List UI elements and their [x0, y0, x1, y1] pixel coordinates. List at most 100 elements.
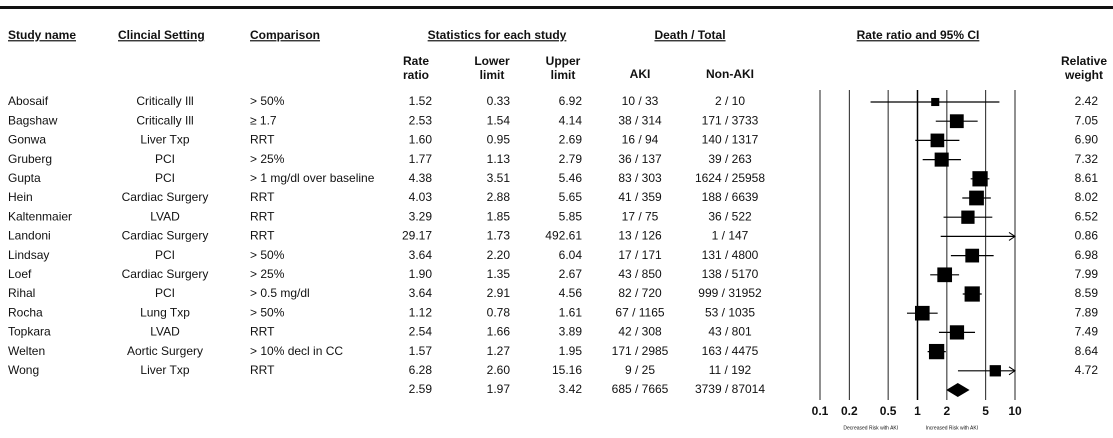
- upper-limit: 4.56: [559, 286, 583, 300]
- rate-ratio: 1.77: [409, 152, 433, 166]
- rate-ratio: 1.12: [409, 305, 433, 319]
- header-stats: Statistics for each study: [428, 28, 567, 42]
- comparison: RRT: [250, 363, 275, 377]
- non-aki: 43 / 801: [708, 325, 752, 339]
- setting: PCI: [155, 171, 175, 185]
- non-aki: 1624 / 25958: [695, 171, 765, 185]
- upper-limit: 4.14: [559, 113, 583, 127]
- non-aki: 140 / 1317: [702, 133, 759, 147]
- rate-ratio: 3.64: [409, 286, 433, 300]
- header-death: Death / Total: [654, 28, 725, 42]
- upper-limit: 2.79: [559, 152, 583, 166]
- aki: 36 / 137: [618, 152, 662, 166]
- setting: PCI: [155, 248, 175, 262]
- non-aki: 163 / 4475: [702, 344, 759, 358]
- lower-limit: 3.51: [487, 171, 511, 185]
- rate-ratio: 1.57: [409, 344, 433, 358]
- footnote: Decreased Risk with AKI: [843, 425, 898, 431]
- study-name: Hein: [8, 190, 33, 204]
- aki: 67 / 1165: [615, 305, 664, 319]
- upper-limit: 3.89: [559, 325, 583, 339]
- comparison: RRT: [250, 229, 275, 243]
- aki: 171 / 2985: [612, 344, 669, 358]
- aki: 13 / 126: [618, 229, 662, 243]
- study-name: Bagshaw: [8, 113, 58, 127]
- study-name: Lindsay: [8, 248, 49, 262]
- x-tick-label: 0.5: [880, 404, 897, 418]
- aki: 17 / 75: [622, 209, 659, 223]
- header-rate: Rate ratio: [403, 54, 429, 82]
- lower-limit: 1.27: [487, 344, 511, 358]
- aki: 685 / 7665: [612, 382, 669, 396]
- upper-limit: 2.67: [559, 267, 583, 281]
- aki: 16 / 94: [622, 133, 659, 147]
- header-non-aki: Non-AKI: [706, 67, 754, 81]
- comparison: RRT: [250, 209, 275, 223]
- upper-limit: 5.85: [559, 209, 583, 223]
- setting: Lung Txp: [140, 305, 190, 319]
- lower-limit: 2.20: [487, 248, 511, 262]
- non-aki: 171 / 3733: [702, 113, 759, 127]
- upper-limit: 6.92: [559, 94, 583, 108]
- weight: 7.32: [1075, 152, 1099, 166]
- weight: 6.90: [1075, 133, 1099, 147]
- upper-limit: 5.46: [559, 171, 583, 185]
- rate-ratio: 29.17: [402, 229, 432, 243]
- study-name: Gonwa: [8, 133, 46, 147]
- footnote: Increased Risk with AKI: [926, 425, 979, 431]
- upper-limit: 1.61: [559, 305, 583, 319]
- ci-arrow: [1008, 366, 1016, 376]
- point-estimate: [969, 190, 984, 206]
- weight: 4.72: [1075, 363, 1099, 377]
- comparison: > 0.5 mg/dl: [250, 286, 310, 300]
- comparison: ≥ 1.7: [250, 113, 277, 127]
- weight: 7.05: [1075, 113, 1099, 127]
- lower-limit: 0.33: [487, 94, 511, 108]
- point-estimate: [961, 210, 975, 224]
- study-name: Landoni: [8, 229, 51, 243]
- aki: 41 / 359: [618, 190, 662, 204]
- setting: Cardiac Surgery: [122, 229, 209, 243]
- non-aki: 39 / 263: [708, 152, 752, 166]
- lower-limit: 1.66: [487, 325, 511, 339]
- x-tick-label: 5: [982, 404, 989, 418]
- point-estimate: [949, 114, 964, 129]
- weight: 6.52: [1075, 209, 1099, 223]
- aki: 82 / 720: [618, 286, 662, 300]
- weight: 0.86: [1075, 229, 1099, 243]
- header-plot: Rate ratio and 95% CI: [857, 28, 980, 42]
- study-name: Rocha: [8, 305, 43, 319]
- header-study: Study name: [8, 28, 76, 42]
- non-aki: 1 / 147: [712, 229, 749, 243]
- non-aki: 138 / 5170: [702, 267, 759, 281]
- x-tick-label: 0.2: [841, 404, 858, 418]
- rate-ratio: 2.53: [409, 113, 433, 127]
- study-name: Wong: [8, 363, 39, 377]
- comparison: RRT: [250, 133, 275, 147]
- rate-ratio: 1.52: [409, 94, 433, 108]
- point-estimate: [949, 325, 965, 340]
- comparison: RRT: [250, 325, 275, 339]
- weight: 6.98: [1075, 248, 1099, 262]
- study-name: Welten: [8, 344, 45, 358]
- aki: 17 / 171: [618, 248, 662, 262]
- point-estimate: [914, 305, 930, 321]
- setting: Aortic Surgery: [127, 344, 203, 358]
- x-tick-label: 0.1: [812, 404, 829, 418]
- lower-limit: 1.73: [487, 229, 511, 243]
- non-aki: 188 / 6639: [702, 190, 759, 204]
- point-estimate: [972, 171, 988, 187]
- weight: 8.59: [1075, 286, 1099, 300]
- header-upper: Upper limit: [546, 54, 581, 82]
- study-name: Abosaif: [8, 94, 49, 108]
- header-comparison: Comparison: [250, 28, 320, 42]
- x-tick-label: 10: [1008, 404, 1022, 418]
- upper-limit: 6.04: [559, 248, 583, 262]
- rate-ratio: 2.54: [409, 325, 433, 339]
- study-name: Loef: [8, 267, 32, 281]
- comparison: RRT: [250, 190, 275, 204]
- summary-diamond: [946, 383, 970, 397]
- study-name: Gupta: [8, 171, 41, 185]
- upper-limit: 3.42: [559, 382, 583, 396]
- comparison: > 50%: [250, 248, 285, 262]
